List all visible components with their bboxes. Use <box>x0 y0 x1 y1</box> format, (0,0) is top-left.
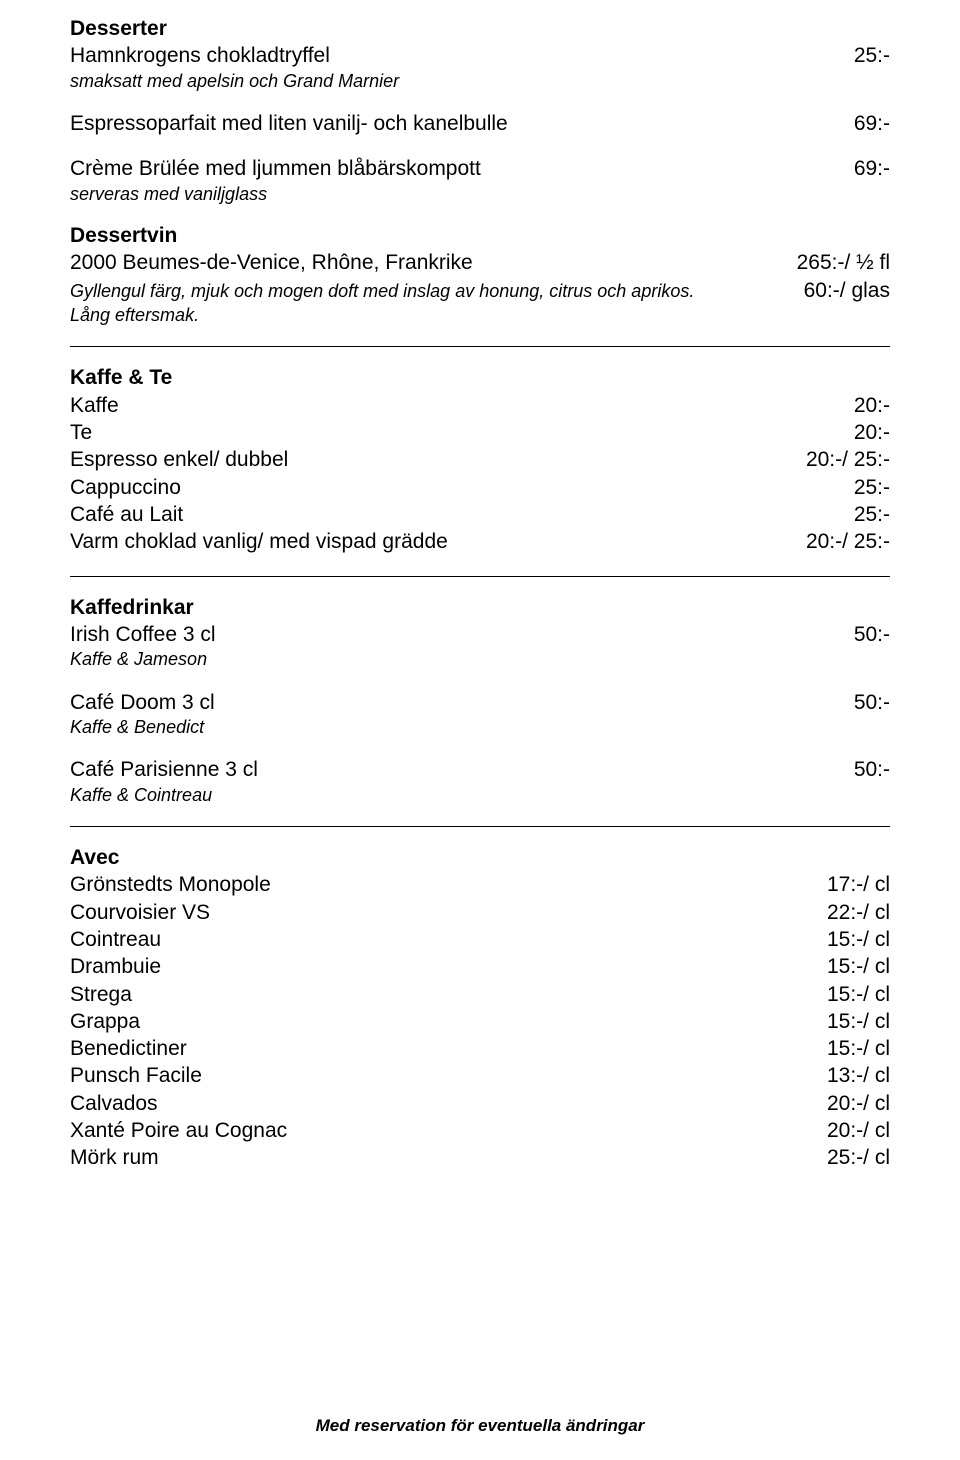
section-heading-avec: Avec <box>70 845 890 871</box>
item-name: Café Doom 3 cl <box>70 689 854 716</box>
menu-item: Te20:- <box>70 419 890 446</box>
menu-item: Cappuccino25:- <box>70 474 890 501</box>
item-sub: Kaffe & Jameson <box>70 648 890 671</box>
item-name: Café au Lait <box>70 501 854 528</box>
item-name: Xanté Poire au Cognac <box>70 1117 827 1144</box>
item-price: 25:-/ cl <box>827 1144 890 1171</box>
item-price: 69:- <box>854 155 890 182</box>
divider <box>70 826 890 827</box>
menu-item: Crème Brülée med ljummen blåbärskompott … <box>70 155 890 182</box>
item-price: 20:- <box>854 392 890 419</box>
item-name: Café Parisienne 3 cl <box>70 756 854 783</box>
item-price: 13:-/ cl <box>827 1062 890 1089</box>
item-name: Crème Brülée med ljummen blåbärskompott <box>70 155 854 182</box>
item-price: 15:-/ cl <box>827 981 890 1008</box>
item-name: 2000 Beumes-de-Venice, Rhône, Frankrike <box>70 249 797 276</box>
item-price: 20:-/ 25:- <box>806 528 890 555</box>
menu-item: Kaffe20:- <box>70 392 890 419</box>
item-price: 50:- <box>854 621 890 648</box>
section-heading-desserter: Desserter <box>70 16 890 42</box>
item-sub: Lång eftersmak. <box>70 304 890 327</box>
item-sub: Kaffe & Benedict <box>70 716 890 739</box>
item-name: Grappa <box>70 1008 827 1035</box>
section-heading-kaffedrinkar: Kaffedrinkar <box>70 595 890 621</box>
item-price: 15:-/ cl <box>827 1035 890 1062</box>
footer-note: Med reservation för eventuella ändringar <box>0 1416 960 1436</box>
item-price: 25:- <box>854 42 890 69</box>
menu-item: Espresso enkel/ dubbel20:-/ 25:- <box>70 446 890 473</box>
menu-item: Benedictiner15:-/ cl <box>70 1035 890 1062</box>
menu-item: Strega15:-/ cl <box>70 981 890 1008</box>
item-price: 20:- <box>854 419 890 446</box>
item-sub: smaksatt med apelsin och Grand Marnier <box>70 70 890 93</box>
menu-item: Espressoparfait med liten vanilj- och ka… <box>70 110 890 137</box>
menu-item: Café Parisienne 3 cl50:- <box>70 756 890 783</box>
item-name: Cappuccino <box>70 474 854 501</box>
section-heading-dessertvin: Dessertvin <box>70 223 890 249</box>
item-price: 60:-/ glas <box>804 277 890 304</box>
item-price: 20:-/ 25:- <box>806 446 890 473</box>
menu-item: Punsch Facile13:-/ cl <box>70 1062 890 1089</box>
menu-page: Desserter Hamnkrogens chokladtryffel 25:… <box>0 0 960 1460</box>
item-sub: Gyllengul färg, mjuk och mogen doft med … <box>70 280 804 303</box>
item-name: Te <box>70 419 854 446</box>
item-price: 69:- <box>854 110 890 137</box>
item-name: Espressoparfait med liten vanilj- och ka… <box>70 110 854 137</box>
menu-item: Cointreau15:-/ cl <box>70 926 890 953</box>
item-price: 25:- <box>854 474 890 501</box>
menu-item: Irish Coffee 3 cl50:- <box>70 621 890 648</box>
menu-item: Hamnkrogens chokladtryffel 25:- <box>70 42 890 69</box>
menu-item: Café au Lait25:- <box>70 501 890 528</box>
menu-item: Café Doom 3 cl50:- <box>70 689 890 716</box>
item-name: Drambuie <box>70 953 827 980</box>
item-price: 265:-/ ½ fl <box>797 249 890 276</box>
item-name: Grönstedts Monopole <box>70 871 827 898</box>
item-name: Varm choklad vanlig/ med vispad grädde <box>70 528 806 555</box>
item-price: 15:-/ cl <box>827 926 890 953</box>
item-name: Benedictiner <box>70 1035 827 1062</box>
item-name: Irish Coffee 3 cl <box>70 621 854 648</box>
item-name: Kaffe <box>70 392 854 419</box>
menu-item: Varm choklad vanlig/ med vispad grädde20… <box>70 528 890 555</box>
divider <box>70 576 890 577</box>
item-price: 20:-/ cl <box>827 1117 890 1144</box>
section-heading-kaffe-te: Kaffe & Te <box>70 365 890 391</box>
item-sub: Kaffe & Cointreau <box>70 784 890 807</box>
menu-item: Drambuie15:-/ cl <box>70 953 890 980</box>
item-name: Cointreau <box>70 926 827 953</box>
menu-item: Calvados20:-/ cl <box>70 1090 890 1117</box>
divider <box>70 346 890 347</box>
item-name: Hamnkrogens chokladtryffel <box>70 42 854 69</box>
item-name: Courvoisier VS <box>70 899 827 926</box>
item-price: 22:-/ cl <box>827 899 890 926</box>
menu-item: Grappa15:-/ cl <box>70 1008 890 1035</box>
item-name: Calvados <box>70 1090 827 1117</box>
item-price: 20:-/ cl <box>827 1090 890 1117</box>
item-price: 15:-/ cl <box>827 1008 890 1035</box>
item-price: 17:-/ cl <box>827 871 890 898</box>
menu-item: 2000 Beumes-de-Venice, Rhône, Frankrike … <box>70 249 890 276</box>
menu-item: Grönstedts Monopole17:-/ cl <box>70 871 890 898</box>
item-name: Punsch Facile <box>70 1062 827 1089</box>
menu-item-subrow: Gyllengul färg, mjuk och mogen doft med … <box>70 277 890 304</box>
menu-item: Xanté Poire au Cognac20:-/ cl <box>70 1117 890 1144</box>
item-price: 50:- <box>854 689 890 716</box>
item-price: 25:- <box>854 501 890 528</box>
item-price: 50:- <box>854 756 890 783</box>
item-sub: serveras med vaniljglass <box>70 183 890 206</box>
item-name: Strega <box>70 981 827 1008</box>
item-name: Espresso enkel/ dubbel <box>70 446 806 473</box>
item-name: Mörk rum <box>70 1144 827 1171</box>
menu-item: Courvoisier VS22:-/ cl <box>70 899 890 926</box>
menu-item: Mörk rum25:-/ cl <box>70 1144 890 1171</box>
item-price: 15:-/ cl <box>827 953 890 980</box>
